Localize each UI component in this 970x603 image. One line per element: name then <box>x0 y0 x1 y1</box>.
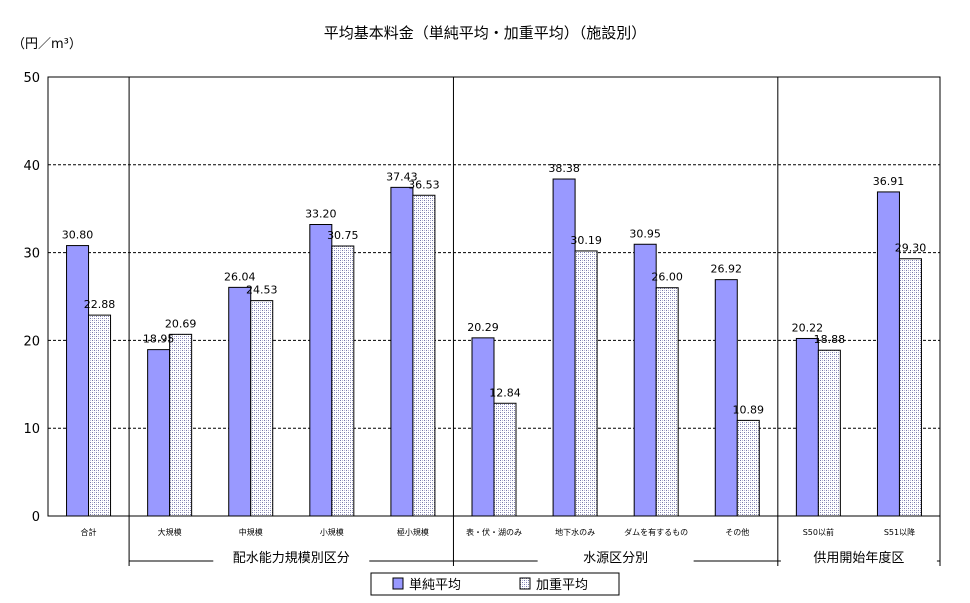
bar-simple-average <box>876 191 900 517</box>
group-label: 供用開始年度区 <box>813 550 904 566</box>
data-label: 26.04 <box>224 270 256 283</box>
data-label: 26.92 <box>711 263 743 276</box>
legend-swatch-simple <box>392 577 404 590</box>
bar-weighted-average <box>655 287 679 517</box>
bar-simple-average <box>228 286 252 517</box>
plot-frame <box>47 76 941 517</box>
legend-box <box>370 572 620 596</box>
data-label: 18.88 <box>814 333 846 346</box>
category-label: 中規模 <box>239 527 263 537</box>
y-tick-label: 50 <box>23 71 40 86</box>
data-label: 30.19 <box>570 234 602 247</box>
group-label-bg <box>537 548 694 566</box>
data-label: 20.29 <box>467 321 499 334</box>
category-label: 小規模 <box>320 527 344 537</box>
data-label: 33.20 <box>305 208 337 221</box>
bar-weighted-average <box>817 349 841 517</box>
data-label: 36.53 <box>408 178 440 191</box>
bar-simple-average <box>66 245 90 517</box>
data-label: 20.22 <box>792 321 824 334</box>
bar-simple-average <box>390 186 414 517</box>
data-label: 30.80 <box>62 229 94 242</box>
legend-label-simple: 単純平均 <box>409 577 461 593</box>
bar-weighted-average <box>574 250 598 517</box>
category-label: 大規模 <box>158 527 182 537</box>
y-tick-label: 30 <box>23 247 40 262</box>
bar-weighted-average <box>736 419 760 517</box>
bar-simple-average <box>309 224 333 517</box>
data-label: 24.53 <box>246 284 278 297</box>
data-label: 26.00 <box>651 271 683 284</box>
bar-weighted-average <box>250 300 274 517</box>
category-label: 表・伏・湖のみ <box>466 527 522 537</box>
legend-label-weighted: 加重平均 <box>536 577 588 593</box>
data-label: 37.43 <box>386 170 418 183</box>
bar-weighted-average <box>331 245 355 517</box>
data-label: 36.91 <box>873 175 905 188</box>
bar-simple-average <box>147 349 171 517</box>
bar-weighted-average <box>169 333 193 517</box>
group-label-bg <box>213 548 370 566</box>
bar-simple-average <box>552 178 576 517</box>
data-label: 30.95 <box>629 227 661 240</box>
chart-title: 平均基本料金（単純平均・加重平均）（施設別） <box>324 24 647 42</box>
y-unit-label: （円／m³） <box>12 37 82 52</box>
bar-simple-average <box>714 279 738 517</box>
bar-weighted-average <box>898 258 922 517</box>
data-label: 12.84 <box>489 386 521 399</box>
bar-weighted-average <box>493 402 517 517</box>
y-tick-label: 40 <box>23 159 40 174</box>
data-label: 38.38 <box>548 162 580 175</box>
data-label: 18.95 <box>143 333 175 346</box>
y-tick-label: 10 <box>23 422 40 437</box>
bar-weighted-average <box>412 194 436 517</box>
data-label: 22.88 <box>84 298 116 311</box>
bar-weighted-average <box>88 314 112 517</box>
y-tick-label: 20 <box>23 334 40 349</box>
bar-simple-average <box>795 337 819 517</box>
category-label: その他 <box>725 527 749 537</box>
category-label: 地下水のみ <box>555 527 595 537</box>
bar-simple-average <box>633 243 657 517</box>
category-label: S51以降 <box>884 527 915 537</box>
y-tick-label: 0 <box>32 510 40 525</box>
data-label: 29.30 <box>895 242 927 255</box>
legend-swatch-weighted <box>519 577 531 590</box>
data-label: 10.89 <box>733 403 765 416</box>
category-label: 極小規模 <box>397 527 429 537</box>
category-label: ダムを有するもの <box>624 527 688 537</box>
group-label: 配水能力規模別区分 <box>233 551 350 566</box>
group-label: 水源区分別 <box>583 551 648 566</box>
bar-simple-average <box>471 337 495 517</box>
data-label: 30.75 <box>327 229 359 242</box>
category-label: 合計 <box>81 527 97 537</box>
category-label: S50以前 <box>803 527 834 537</box>
group-label-bg <box>780 548 937 566</box>
data-label: 20.69 <box>165 317 197 330</box>
